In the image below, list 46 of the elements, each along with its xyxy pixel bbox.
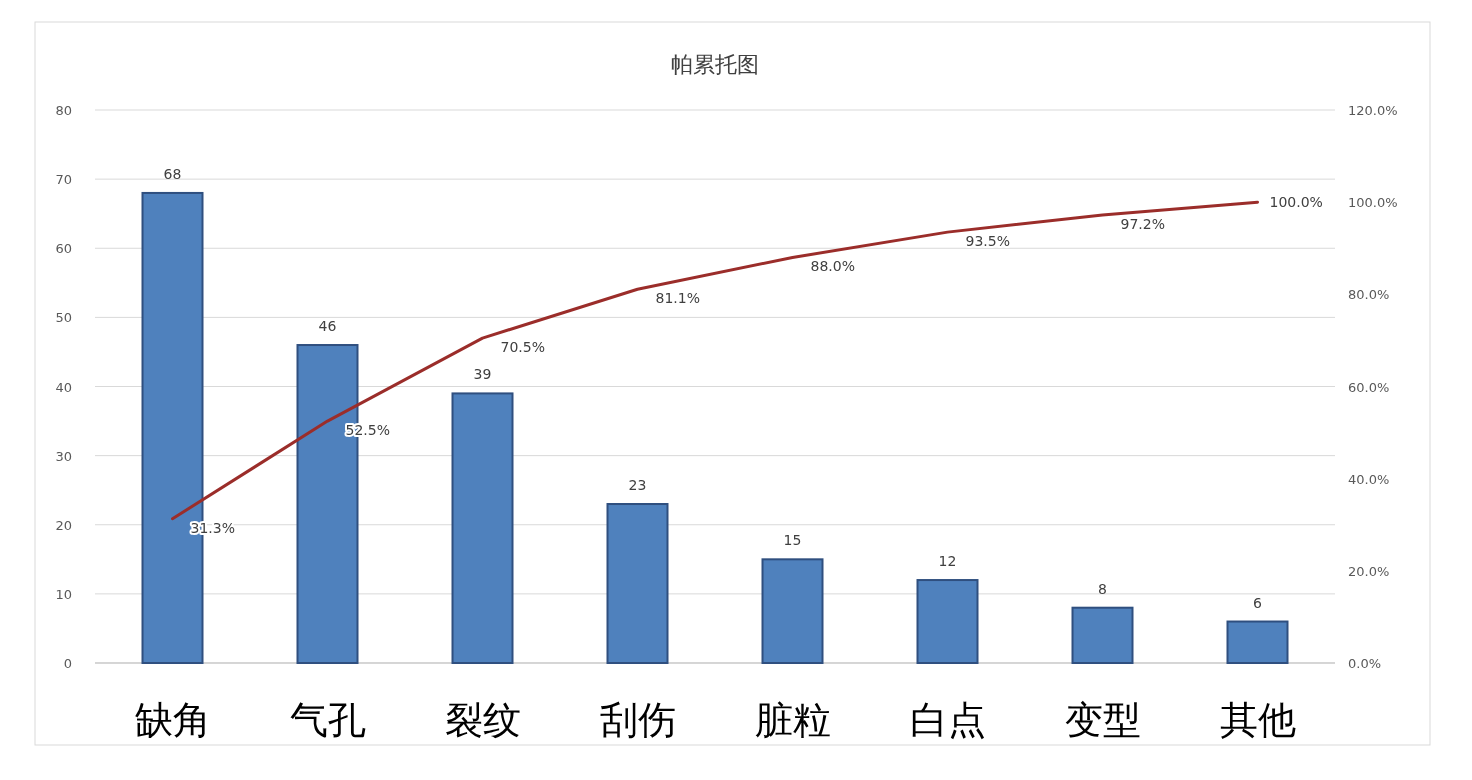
data-label: 88.0% [810, 258, 855, 275]
y-tick-label: 30 [55, 448, 72, 464]
y-tick-label: 20 [55, 517, 72, 533]
y-tick-label: 10 [55, 586, 72, 602]
line-series [171, 200, 1259, 521]
x-tick-label: 刮伤 [599, 699, 676, 741]
y2-tick-label: 60.0% [1348, 379, 1390, 395]
data-label: 8 [1098, 580, 1107, 597]
x-tick-label: 气孔 [289, 699, 366, 741]
data-label: 68 [163, 165, 182, 182]
y2-tick-label: 100.0% [1348, 195, 1398, 211]
y2-tick-label: 80.0% [1348, 287, 1390, 303]
data-label: 12 [938, 553, 957, 570]
y-tick-label: 40 [55, 379, 72, 395]
y2-tick-label: 0.0% [1348, 656, 1382, 671]
data-label: 15 [783, 532, 802, 549]
data-label: 93.5% [965, 233, 1010, 250]
bar [916, 579, 979, 664]
bar [1071, 606, 1134, 664]
y2-tick-label: 40.0% [1348, 471, 1390, 487]
x-tick-label: 变型 [1064, 699, 1141, 741]
y-tick-label: 0 [63, 656, 72, 671]
y-tick-label: 70 [55, 172, 72, 188]
bar [451, 392, 514, 664]
data-label: 6 [1253, 594, 1263, 611]
x-tick-label: 脏粒 [754, 699, 831, 741]
bar [606, 503, 669, 664]
data-label: 23 [628, 477, 647, 494]
y-tick-label: 50 [55, 310, 72, 326]
data-label: 70.5% [500, 339, 545, 356]
x-tick-label: 裂纹 [444, 699, 521, 741]
data-label: 97.2% [1120, 216, 1165, 233]
chart-title: 帕累托图 [671, 52, 759, 77]
data-label: 39 [473, 366, 492, 383]
x-tick-label: 缺角 [134, 699, 211, 741]
y2-tick-label: 120.0% [1348, 103, 1398, 118]
y-tick-label: 80 [55, 103, 72, 118]
data-label: 100.0% [1269, 194, 1323, 211]
x-tick-label: 白点 [909, 699, 986, 741]
bar [1226, 620, 1289, 664]
bar [761, 558, 824, 664]
data-label: 81.1% [655, 290, 700, 307]
y2-tick-label: 20.0% [1348, 563, 1390, 579]
data-label: 46 [318, 318, 337, 335]
y-tick-label: 60 [55, 241, 72, 257]
x-tick-label: 其他 [1219, 699, 1296, 741]
